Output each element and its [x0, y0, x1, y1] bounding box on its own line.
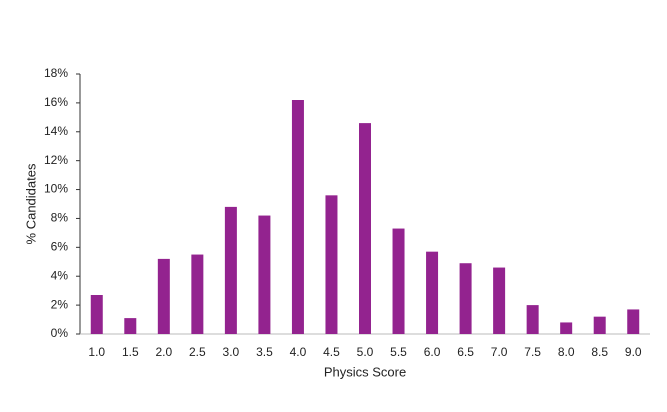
- x-tick-label: 7.5: [524, 345, 541, 359]
- bar: [560, 322, 573, 334]
- bar: [392, 228, 405, 334]
- bar: [627, 309, 640, 334]
- y-tick-label: 4%: [51, 268, 69, 282]
- y-tick-label: 14%: [44, 124, 68, 138]
- x-tick-label: 5.5: [390, 345, 407, 359]
- bar: [526, 305, 539, 334]
- x-tick-label: 2.0: [155, 345, 172, 359]
- x-axis-label: Physics Score: [324, 364, 406, 379]
- x-tick-label: 1.0: [88, 345, 105, 359]
- x-tick-label: 6.0: [424, 345, 441, 359]
- y-tick-label: 0%: [51, 326, 69, 340]
- bar: [90, 295, 103, 334]
- x-tick-label: 5.0: [357, 345, 374, 359]
- x-tick-label: 8.0: [558, 345, 575, 359]
- bar: [459, 263, 472, 334]
- y-tick-label: 8%: [51, 211, 69, 225]
- x-tick-label: 3.0: [223, 345, 240, 359]
- y-tick-label: 12%: [44, 153, 68, 167]
- bar: [124, 318, 137, 334]
- bar: [593, 316, 606, 334]
- bar: [493, 267, 506, 334]
- x-tick-label: 9.0: [625, 345, 642, 359]
- y-tick-label: 6%: [51, 240, 69, 254]
- bar: [359, 123, 371, 334]
- x-tick-label: 1.5: [122, 345, 139, 359]
- y-tick-label: 10%: [44, 182, 68, 196]
- y-tick-label: 16%: [44, 95, 68, 109]
- y-axis-label: % Candidates: [23, 163, 38, 244]
- x-tick-label: 4.5: [323, 345, 340, 359]
- y-tick-label: 18%: [44, 66, 68, 80]
- x-tick-label: 7.0: [491, 345, 508, 359]
- x-tick-label: 3.5: [256, 345, 273, 359]
- bar: [291, 100, 304, 334]
- bar: [157, 258, 170, 334]
- x-tick-label: 4.0: [290, 345, 307, 359]
- x-tick-label: 8.5: [591, 345, 608, 359]
- y-tick-label: 2%: [51, 297, 69, 311]
- bar: [426, 251, 439, 334]
- bar: [224, 206, 237, 334]
- bar: [325, 195, 338, 334]
- bar: [191, 254, 204, 334]
- x-tick-label: 2.5: [189, 345, 206, 359]
- bar: [258, 215, 271, 334]
- x-tick-label: 6.5: [457, 345, 474, 359]
